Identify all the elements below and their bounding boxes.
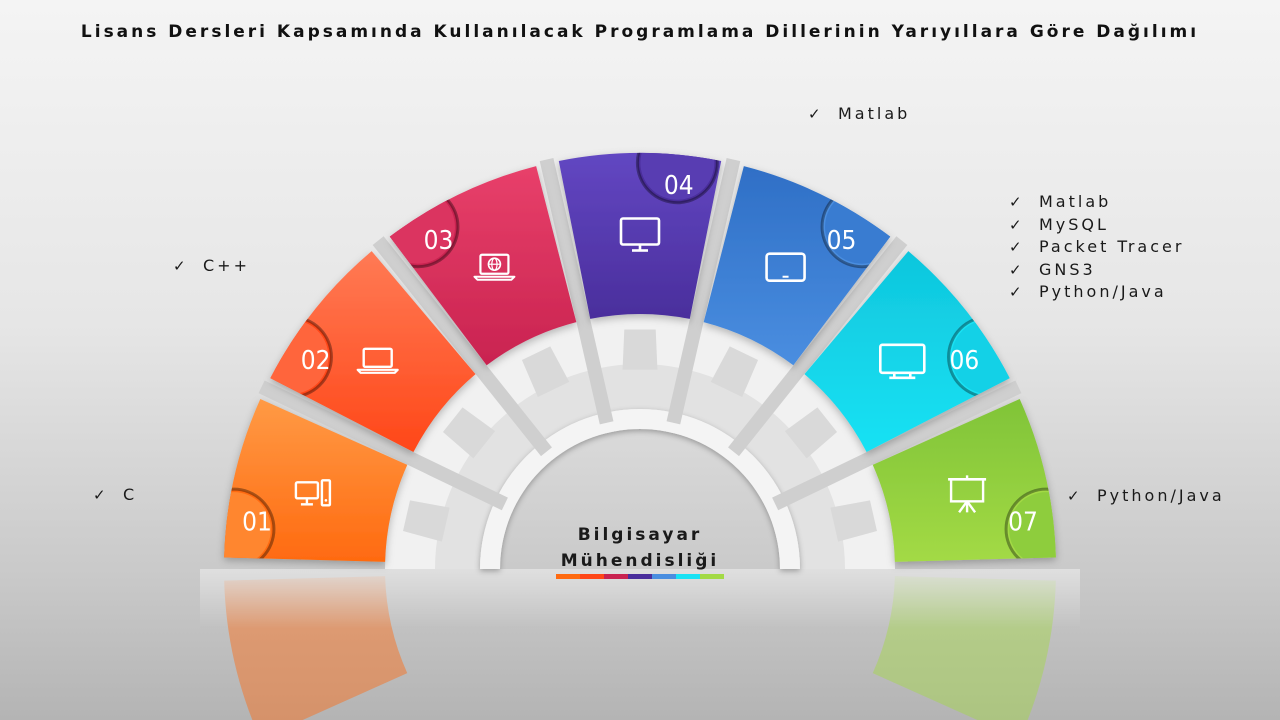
semester-number: 05	[827, 226, 857, 256]
gear-ring	[258, 157, 1022, 569]
gear-tooth	[710, 346, 759, 398]
tablet-icon	[765, 252, 806, 283]
semester-number-badge	[224, 487, 276, 562]
tv-monitor-icon	[879, 343, 926, 380]
gear-inner-band	[435, 364, 845, 569]
laptop-icon	[356, 347, 399, 374]
segment-divider	[666, 157, 741, 425]
semester-segment-02: 02	[270, 251, 476, 452]
gear-tooth	[403, 500, 450, 542]
semester-number: 03	[424, 226, 454, 256]
check-icon: ✓	[173, 257, 186, 275]
center-title-line2: Mühendisliği	[560, 551, 720, 571]
check-icon: ✓	[93, 486, 106, 504]
language-item: ✓ Matlab	[1009, 191, 1184, 214]
web-laptop-icon	[473, 253, 516, 281]
monitor-icon	[619, 217, 661, 252]
center-title: Bilgisayar Mühendisliği	[540, 522, 740, 574]
semester-07-languages: ✓ Python/Java	[1067, 485, 1225, 508]
language-label: C	[123, 485, 138, 504]
semester-number: 07	[1008, 507, 1038, 537]
language-item: ✓ C++	[173, 255, 250, 278]
language-item: ✓ Matlab	[808, 103, 910, 126]
language-item: ✓ MySQL	[1009, 214, 1184, 237]
language-label: C++	[203, 256, 250, 275]
language-label: Matlab	[838, 104, 911, 123]
center-underline-bar	[604, 574, 628, 579]
segment-divider	[728, 236, 908, 457]
semester-segments: 01 02 03 04 05 06 07	[224, 152, 1056, 562]
language-label: GNS3	[1039, 259, 1096, 279]
semester-02-languages: ✓ C++	[173, 255, 250, 278]
gear-hub	[480, 409, 800, 569]
semester-number-badge	[270, 315, 333, 399]
language-item: ✓ C	[93, 484, 137, 507]
gear-tooth	[521, 346, 570, 398]
language-label: MySQL	[1039, 214, 1109, 234]
segment-divider	[539, 157, 614, 425]
center-underline	[556, 574, 724, 579]
language-label: Python/Java	[1039, 282, 1167, 301]
center-underline-bar	[628, 574, 652, 579]
semester-number-badge	[1004, 487, 1056, 562]
language-item: ✓ Packet Tracer	[1009, 236, 1184, 259]
language-item: ✓ Python/Java	[1067, 485, 1225, 508]
center-underline-bar	[556, 574, 580, 579]
language-label: Python/Java	[1097, 486, 1225, 505]
segment-divider	[372, 236, 552, 457]
semester-segment-03: 03	[389, 166, 577, 366]
language-item: ✓ Python/Java	[1009, 281, 1184, 304]
semester-number-badge	[635, 152, 719, 205]
check-icon: ✓	[808, 105, 821, 123]
semester-04-languages: ✓ Matlab	[808, 103, 910, 126]
check-icon: ✓	[1009, 283, 1022, 301]
page-title: Lisans Dersleri Kapsamında Kullanılacak …	[80, 22, 1200, 42]
center-underline-bar	[676, 574, 700, 579]
semester-05-languages: ✓ Matlab ✓ MySQL ✓ Packet Tracer ✓ GNS3 ✓ Python/…	[1009, 191, 1184, 304]
language-item: ✓ GNS3	[1009, 259, 1184, 282]
center-underline-bar	[700, 574, 724, 579]
semester-number: 06	[950, 346, 980, 376]
language-label: Packet Tracer	[1039, 237, 1185, 256]
check-icon: ✓	[1067, 487, 1080, 505]
desktop-computer-icon	[294, 479, 332, 507]
arc-reflection	[200, 569, 1080, 720]
check-icon: ✓	[1009, 238, 1022, 256]
semester-number: 04	[664, 171, 694, 201]
check-icon: ✓	[1009, 193, 1022, 211]
presentation-board-icon	[948, 475, 987, 514]
gear-tooth	[442, 407, 496, 459]
center-title-line1: Bilgisayar	[577, 525, 703, 545]
semester-01-languages: ✓ C	[93, 484, 137, 507]
center-underline-bar	[652, 574, 676, 579]
check-icon: ✓	[1009, 260, 1022, 279]
semester-segment-05: 05	[703, 166, 891, 366]
semester-segment-04: 04	[558, 152, 722, 319]
semester-number: 02	[301, 346, 331, 376]
language-label: Matlab	[1039, 192, 1112, 211]
gear-tooth	[784, 407, 838, 459]
semester-number: 01	[242, 507, 272, 537]
semester-segment-07: 07	[872, 399, 1056, 562]
segment-divider	[258, 380, 508, 511]
check-icon: ✓	[1009, 215, 1022, 234]
gear-tooth	[622, 329, 658, 370]
center-underline-bar	[580, 574, 604, 579]
gear-tooth	[830, 500, 877, 542]
semester-segment-01: 01	[224, 399, 408, 562]
segment-divider	[772, 380, 1022, 511]
